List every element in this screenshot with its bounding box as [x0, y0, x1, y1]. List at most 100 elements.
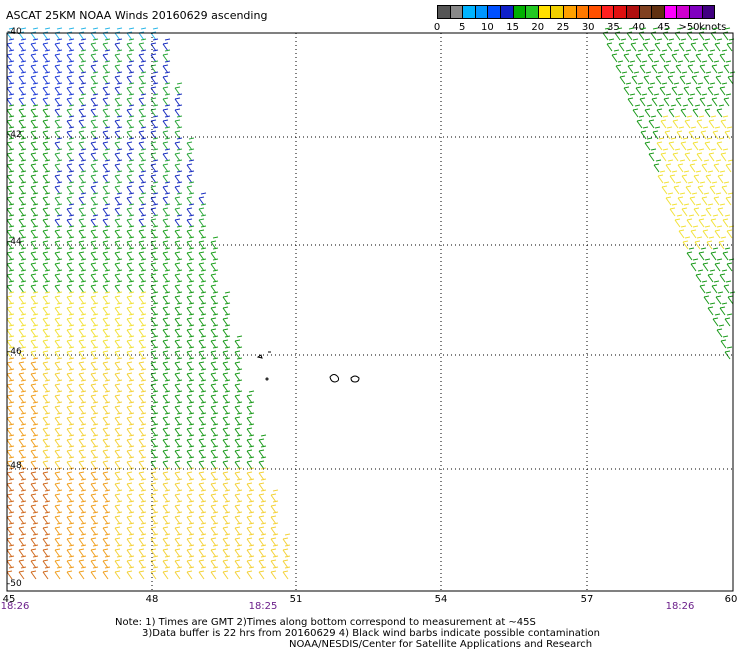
wind-barb: [126, 335, 135, 349]
wind-barb: [690, 225, 699, 239]
wind-barb: [78, 181, 87, 195]
wind-barb: [126, 445, 135, 459]
wind-barb: [656, 104, 665, 118]
wind-barb: [54, 82, 63, 96]
wind-barb: [18, 335, 27, 349]
wind-barb: [114, 93, 123, 107]
wind-barb: [138, 126, 147, 140]
wind-barb: [631, 71, 640, 85]
wind-barb: [42, 181, 51, 195]
wind-barb: [102, 489, 111, 503]
wind-barb: [114, 346, 123, 360]
wind-barb: [114, 456, 123, 470]
wind-barb: [666, 38, 675, 52]
wind-barb: [102, 357, 111, 371]
wind-barb: [665, 192, 674, 206]
wind-barb: [138, 269, 147, 283]
wind-barb: [724, 346, 733, 360]
wind-barb: [222, 544, 231, 558]
wind-barb: [602, 27, 611, 41]
wind-barb: [138, 511, 147, 525]
lat-label: -44: [7, 237, 22, 247]
wind-barb: [138, 302, 147, 316]
wind-barb: [270, 511, 279, 525]
wind-barb: [210, 533, 219, 547]
lon-label: 45: [2, 594, 16, 605]
wind-barb: [6, 225, 15, 239]
wind-barb: [30, 313, 39, 327]
wind-barb: [695, 82, 704, 96]
wind-barb: [234, 346, 243, 360]
wind-barb: [78, 522, 87, 536]
wind-barb: [114, 313, 123, 327]
wind-barb: [90, 192, 99, 206]
lat-label: -42: [7, 130, 22, 140]
wind-barb: [54, 115, 63, 129]
swath-time-label: 18:26: [665, 601, 695, 612]
wind-barb: [78, 544, 87, 558]
wind-barb: [655, 71, 664, 85]
wind-barb: [258, 533, 267, 547]
wind-barb: [689, 159, 698, 173]
wind-barb: [66, 566, 75, 580]
wind-barb: [150, 412, 159, 426]
wind-barb: [708, 148, 717, 162]
wind-barb: [126, 137, 135, 151]
wind-barb: [198, 368, 207, 382]
wind-barb: [6, 236, 15, 250]
wind-barb: [669, 170, 678, 184]
wind-barb: [162, 82, 171, 96]
wind-barb: [126, 390, 135, 404]
wind-barb: [198, 225, 207, 239]
wind-barb: [626, 27, 635, 41]
wind-barb: [623, 82, 632, 96]
wind-barb: [78, 456, 87, 470]
lon-label: 54: [434, 594, 448, 605]
wind-barb: [6, 291, 15, 305]
wind-barb: [687, 93, 696, 107]
wind-barb: [30, 203, 39, 217]
wind-barb: [66, 82, 75, 96]
wind-barb: [210, 258, 219, 272]
wind-barb: [186, 258, 195, 272]
wind-barb: [114, 126, 123, 140]
wind-barb: [54, 456, 63, 470]
wind-barb: [126, 291, 135, 305]
wind-barb: [126, 522, 135, 536]
wind-barb: [150, 280, 159, 294]
wind-barb: [30, 49, 39, 63]
wind-barb: [54, 71, 63, 85]
wind-barb: [30, 379, 39, 393]
wind-barb: [42, 27, 51, 41]
wind-barb: [723, 280, 732, 294]
wind-barb: [18, 247, 27, 261]
wind-barb: [90, 148, 99, 162]
wind-barb: [42, 126, 51, 140]
wind-barb: [138, 137, 147, 151]
wind-barb: [198, 247, 207, 261]
wind-barb: [90, 225, 99, 239]
wind-barb: [42, 390, 51, 404]
wind-barb: [78, 313, 87, 327]
wind-barb: [42, 269, 51, 283]
wind-barb: [126, 49, 135, 63]
wind-barb: [701, 192, 710, 206]
wind-barb: [6, 137, 15, 151]
wind-barb: [66, 401, 75, 415]
wind-barb: [722, 27, 731, 41]
wind-barb: [66, 390, 75, 404]
island-outline: [329, 374, 340, 383]
wind-barb: [114, 489, 123, 503]
wind-barb: [6, 313, 15, 327]
note-line-2: 3)Data buffer is 22 hrs from 20160629 4)…: [142, 628, 600, 639]
wind-barb: [138, 192, 147, 206]
wind-barb: [66, 170, 75, 184]
wind-barb: [90, 390, 99, 404]
wind-barb: [222, 489, 231, 503]
wind-barb: [102, 566, 111, 580]
wind-barb: [715, 71, 724, 85]
wind-barb: [78, 60, 87, 74]
wind-barb: [685, 181, 694, 195]
wind-barb: [66, 379, 75, 393]
wind-barb: [114, 82, 123, 96]
